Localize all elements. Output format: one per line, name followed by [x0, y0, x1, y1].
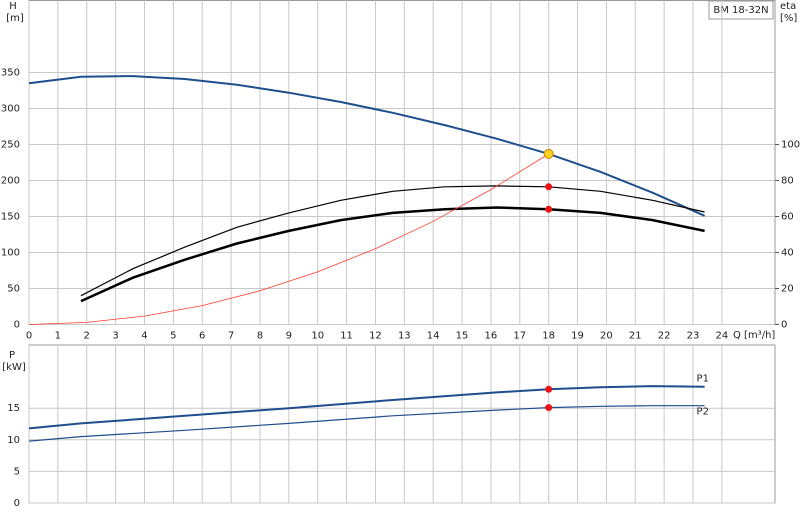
- y2-label: eta: [780, 1, 796, 12]
- series-label: P2: [697, 407, 709, 418]
- bottom-frame: [28, 344, 776, 504]
- x-tick-label: 20: [600, 331, 613, 342]
- x-tick-label: 17: [513, 331, 526, 342]
- duty-point: [545, 205, 553, 213]
- y-tick-label: 10: [7, 435, 20, 446]
- curve: [80, 206, 705, 303]
- y-tick-label: 300: [1, 104, 20, 115]
- curve: [28, 405, 705, 442]
- pump-label: BM 18-32N: [713, 5, 768, 16]
- curve: [28, 153, 549, 325]
- y-label: H: [9, 1, 17, 12]
- x-tick-label: 1: [55, 331, 61, 342]
- x-tick-label: 23: [687, 331, 700, 342]
- y2-label-unit: [%]: [780, 13, 797, 24]
- x-tick-label: 10: [311, 331, 324, 342]
- series-label: P1: [697, 374, 709, 385]
- x-tick-label: 4: [141, 331, 147, 342]
- legend-box: [708, 0, 774, 20]
- y2-tick-label: 0: [781, 320, 787, 331]
- x-tick-label: 11: [340, 331, 353, 342]
- x-tick-label: 16: [485, 331, 498, 342]
- curve: [80, 185, 705, 297]
- y2-tick-label: 60: [781, 212, 794, 223]
- x-tick-label: 6: [199, 331, 205, 342]
- x-tick-label: 9: [286, 331, 292, 342]
- duty-point: [545, 183, 553, 191]
- x-label: Q [m³/h]: [733, 330, 775, 341]
- y2-tick-label: 40: [781, 248, 794, 259]
- x-tick-label: 15: [456, 331, 469, 342]
- y-tick-label: 100: [1, 248, 20, 259]
- x-tick-label: 18: [542, 331, 555, 342]
- y-tick-label: 15: [7, 403, 20, 414]
- curve: [28, 385, 705, 430]
- x-tick-label: 0: [26, 331, 32, 342]
- x-tick-label: 13: [398, 331, 411, 342]
- x-tick-label: 19: [571, 331, 584, 342]
- duty-point: [545, 385, 553, 393]
- x-tick-label: 24: [716, 331, 729, 342]
- y-label-unit: [m]: [6, 13, 24, 24]
- x-tick-label: 14: [427, 331, 440, 342]
- x-tick-label: 7: [228, 331, 234, 342]
- x-tick-label: 12: [369, 331, 382, 342]
- p-label-unit: [kW]: [2, 362, 26, 373]
- y-tick-label: 0: [14, 498, 20, 509]
- y-tick-label: 200: [1, 176, 20, 187]
- curve: [28, 75, 706, 217]
- x-tick-label: 3: [112, 331, 118, 342]
- x-tick-label: 21: [629, 331, 642, 342]
- y-tick-label: 150: [1, 212, 20, 223]
- y-tick-label: 50: [7, 284, 20, 295]
- x-tick-label: 8: [257, 331, 263, 342]
- duty-point: [545, 404, 553, 412]
- y2-tick-label: 100: [781, 140, 800, 151]
- y2-tick-label: 20: [781, 284, 794, 295]
- y-tick-label: 350: [1, 68, 20, 79]
- y-tick-label: 5: [14, 466, 20, 477]
- y-tick-label: 0: [14, 320, 20, 331]
- y-tick-label: 250: [1, 140, 20, 151]
- y2-tick-label: 80: [781, 176, 794, 187]
- duty-point: [543, 148, 554, 159]
- x-tick-label: 2: [84, 331, 90, 342]
- p-label: P: [9, 350, 15, 361]
- x-tick-label: 5: [170, 331, 176, 342]
- x-tick-label: 22: [658, 331, 671, 342]
